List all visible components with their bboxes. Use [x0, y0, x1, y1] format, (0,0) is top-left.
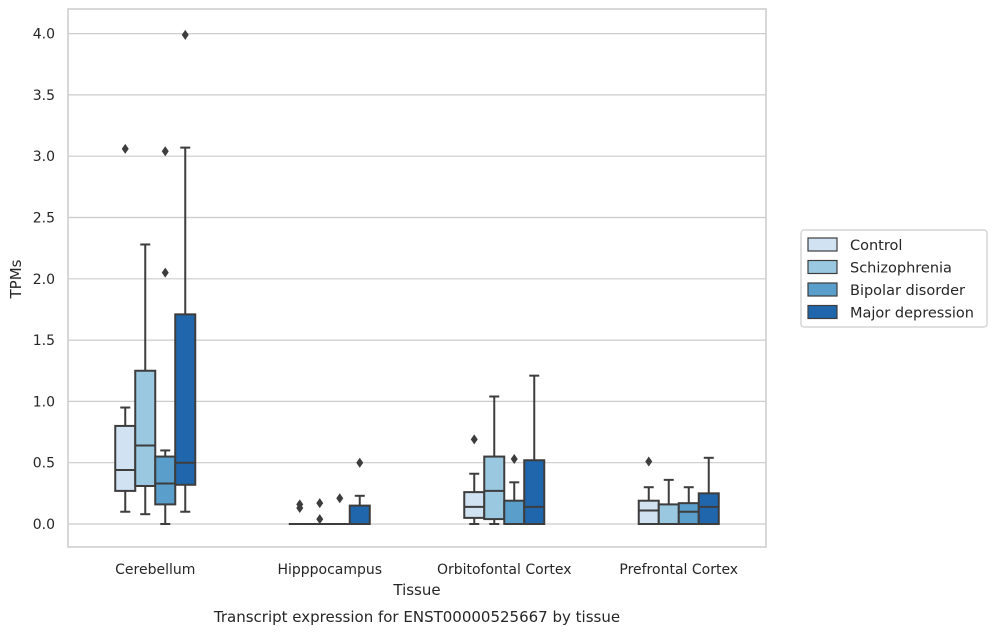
outlier-point — [161, 146, 169, 157]
x-tick-label: Orbitofontal Cortex — [437, 562, 572, 578]
outlier-point — [161, 267, 169, 278]
box-2-2 — [503, 454, 526, 525]
outlier-point — [181, 29, 189, 40]
plot-frame — [67, 8, 767, 548]
box-3-1 — [657, 478, 680, 526]
box-1-2 — [328, 493, 351, 526]
legend-swatch — [807, 304, 838, 320]
outlier-point — [296, 499, 304, 510]
x-tick-label: Hipppocampus — [277, 562, 382, 578]
legend-label: Major depression — [850, 306, 974, 322]
box-body — [154, 455, 177, 506]
legend-swatch — [807, 237, 838, 252]
x-axis-label: Tissue — [392, 581, 440, 599]
legend-label: Control — [850, 238, 902, 254]
box-3-3 — [697, 456, 720, 526]
grid-lines — [68, 32, 766, 525]
legend-label: Bipolar disorder — [850, 283, 965, 299]
outlier-point — [121, 143, 129, 154]
box-0-2 — [154, 146, 177, 525]
box-1-3 — [348, 457, 371, 525]
axes: 0.0 0.5 1.0 1.5 2.0 2.5 3.0 3.5 4.0 Cerebellum Hip… — [33, 8, 767, 578]
box-body — [174, 313, 197, 486]
box-2-3 — [523, 374, 546, 525]
legend-label: Schizophrenia — [850, 261, 952, 277]
box-1-1 — [308, 498, 331, 526]
box-plots — [114, 29, 720, 526]
y-tick-label: 0.5 — [33, 456, 55, 472]
legend-frame — [800, 229, 988, 328]
box-2-0 — [463, 434, 486, 525]
outlier-point — [356, 457, 364, 468]
outlier-point — [470, 434, 478, 445]
box-body — [114, 424, 137, 492]
box-body — [637, 499, 660, 525]
y-tick-label: 2.0 — [33, 272, 55, 288]
box-0-3 — [174, 29, 197, 513]
box-body — [657, 503, 680, 526]
y-tick-label: 3.0 — [33, 149, 55, 165]
y-tick-label: 0.0 — [33, 517, 55, 533]
box-body — [483, 455, 506, 521]
y-tick-label: 4.0 — [33, 27, 55, 43]
box-3-2 — [677, 486, 700, 525]
box-body — [134, 369, 157, 487]
box-0-0 — [114, 143, 137, 513]
y-axis-label: TPMs — [7, 259, 25, 299]
y-tick-label: 2.5 — [33, 211, 55, 227]
y-tick-label: 1.5 — [33, 333, 55, 349]
outlier-point — [645, 456, 653, 467]
chart-caption: Transcript expression for ENST0000052566… — [213, 608, 620, 626]
x-tick-label: Prefrontal Cortex — [619, 562, 738, 578]
x-tick-label: Cerebellum — [115, 562, 195, 578]
outlier-point — [510, 454, 518, 465]
y-tick-label: 1.0 — [33, 394, 55, 410]
legend: Control Schizophrenia Bipolar disorder Majo… — [800, 229, 988, 328]
box-body — [697, 492, 720, 526]
legend-swatch — [807, 259, 838, 275]
box-1-0 — [288, 499, 311, 526]
box-2-1 — [483, 395, 506, 525]
box-body — [523, 459, 546, 525]
legend-swatch — [807, 282, 838, 297]
y-tick-label: 3.5 — [33, 88, 55, 104]
box-body — [677, 502, 700, 525]
box-body — [463, 491, 486, 519]
outlier-point — [316, 514, 324, 525]
box-body — [503, 499, 526, 525]
box-0-1 — [134, 243, 157, 516]
box-body — [348, 504, 371, 525]
box-3-0 — [637, 456, 660, 525]
outlier-point — [316, 498, 324, 509]
outlier-point — [336, 493, 344, 504]
